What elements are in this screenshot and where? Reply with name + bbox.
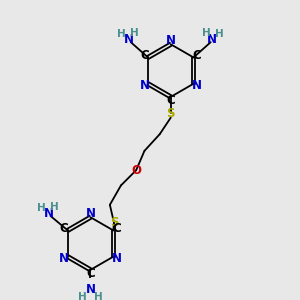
Text: C: C bbox=[193, 49, 202, 62]
Text: N: N bbox=[59, 252, 69, 266]
Text: C: C bbox=[86, 267, 95, 280]
Text: C: C bbox=[60, 222, 68, 235]
Text: N: N bbox=[192, 80, 202, 92]
Text: H: H bbox=[94, 292, 103, 300]
Text: H: H bbox=[78, 292, 87, 300]
Text: N: N bbox=[85, 283, 95, 296]
Text: H: H bbox=[202, 28, 211, 38]
Text: N: N bbox=[207, 33, 217, 46]
Text: H: H bbox=[50, 202, 59, 212]
Text: N: N bbox=[85, 207, 95, 220]
Text: H: H bbox=[117, 29, 126, 39]
Text: N: N bbox=[166, 34, 176, 47]
Text: H: H bbox=[130, 28, 139, 38]
Text: S: S bbox=[167, 107, 175, 120]
Text: N: N bbox=[140, 80, 149, 92]
Text: O: O bbox=[131, 164, 141, 177]
Text: H: H bbox=[215, 29, 224, 39]
Text: N: N bbox=[44, 207, 54, 220]
Text: C: C bbox=[112, 222, 121, 235]
Text: N: N bbox=[124, 33, 134, 46]
Text: C: C bbox=[167, 94, 175, 107]
Text: H: H bbox=[37, 203, 46, 213]
Text: C: C bbox=[140, 49, 149, 62]
Text: N: N bbox=[112, 252, 122, 266]
Text: S: S bbox=[110, 216, 118, 229]
